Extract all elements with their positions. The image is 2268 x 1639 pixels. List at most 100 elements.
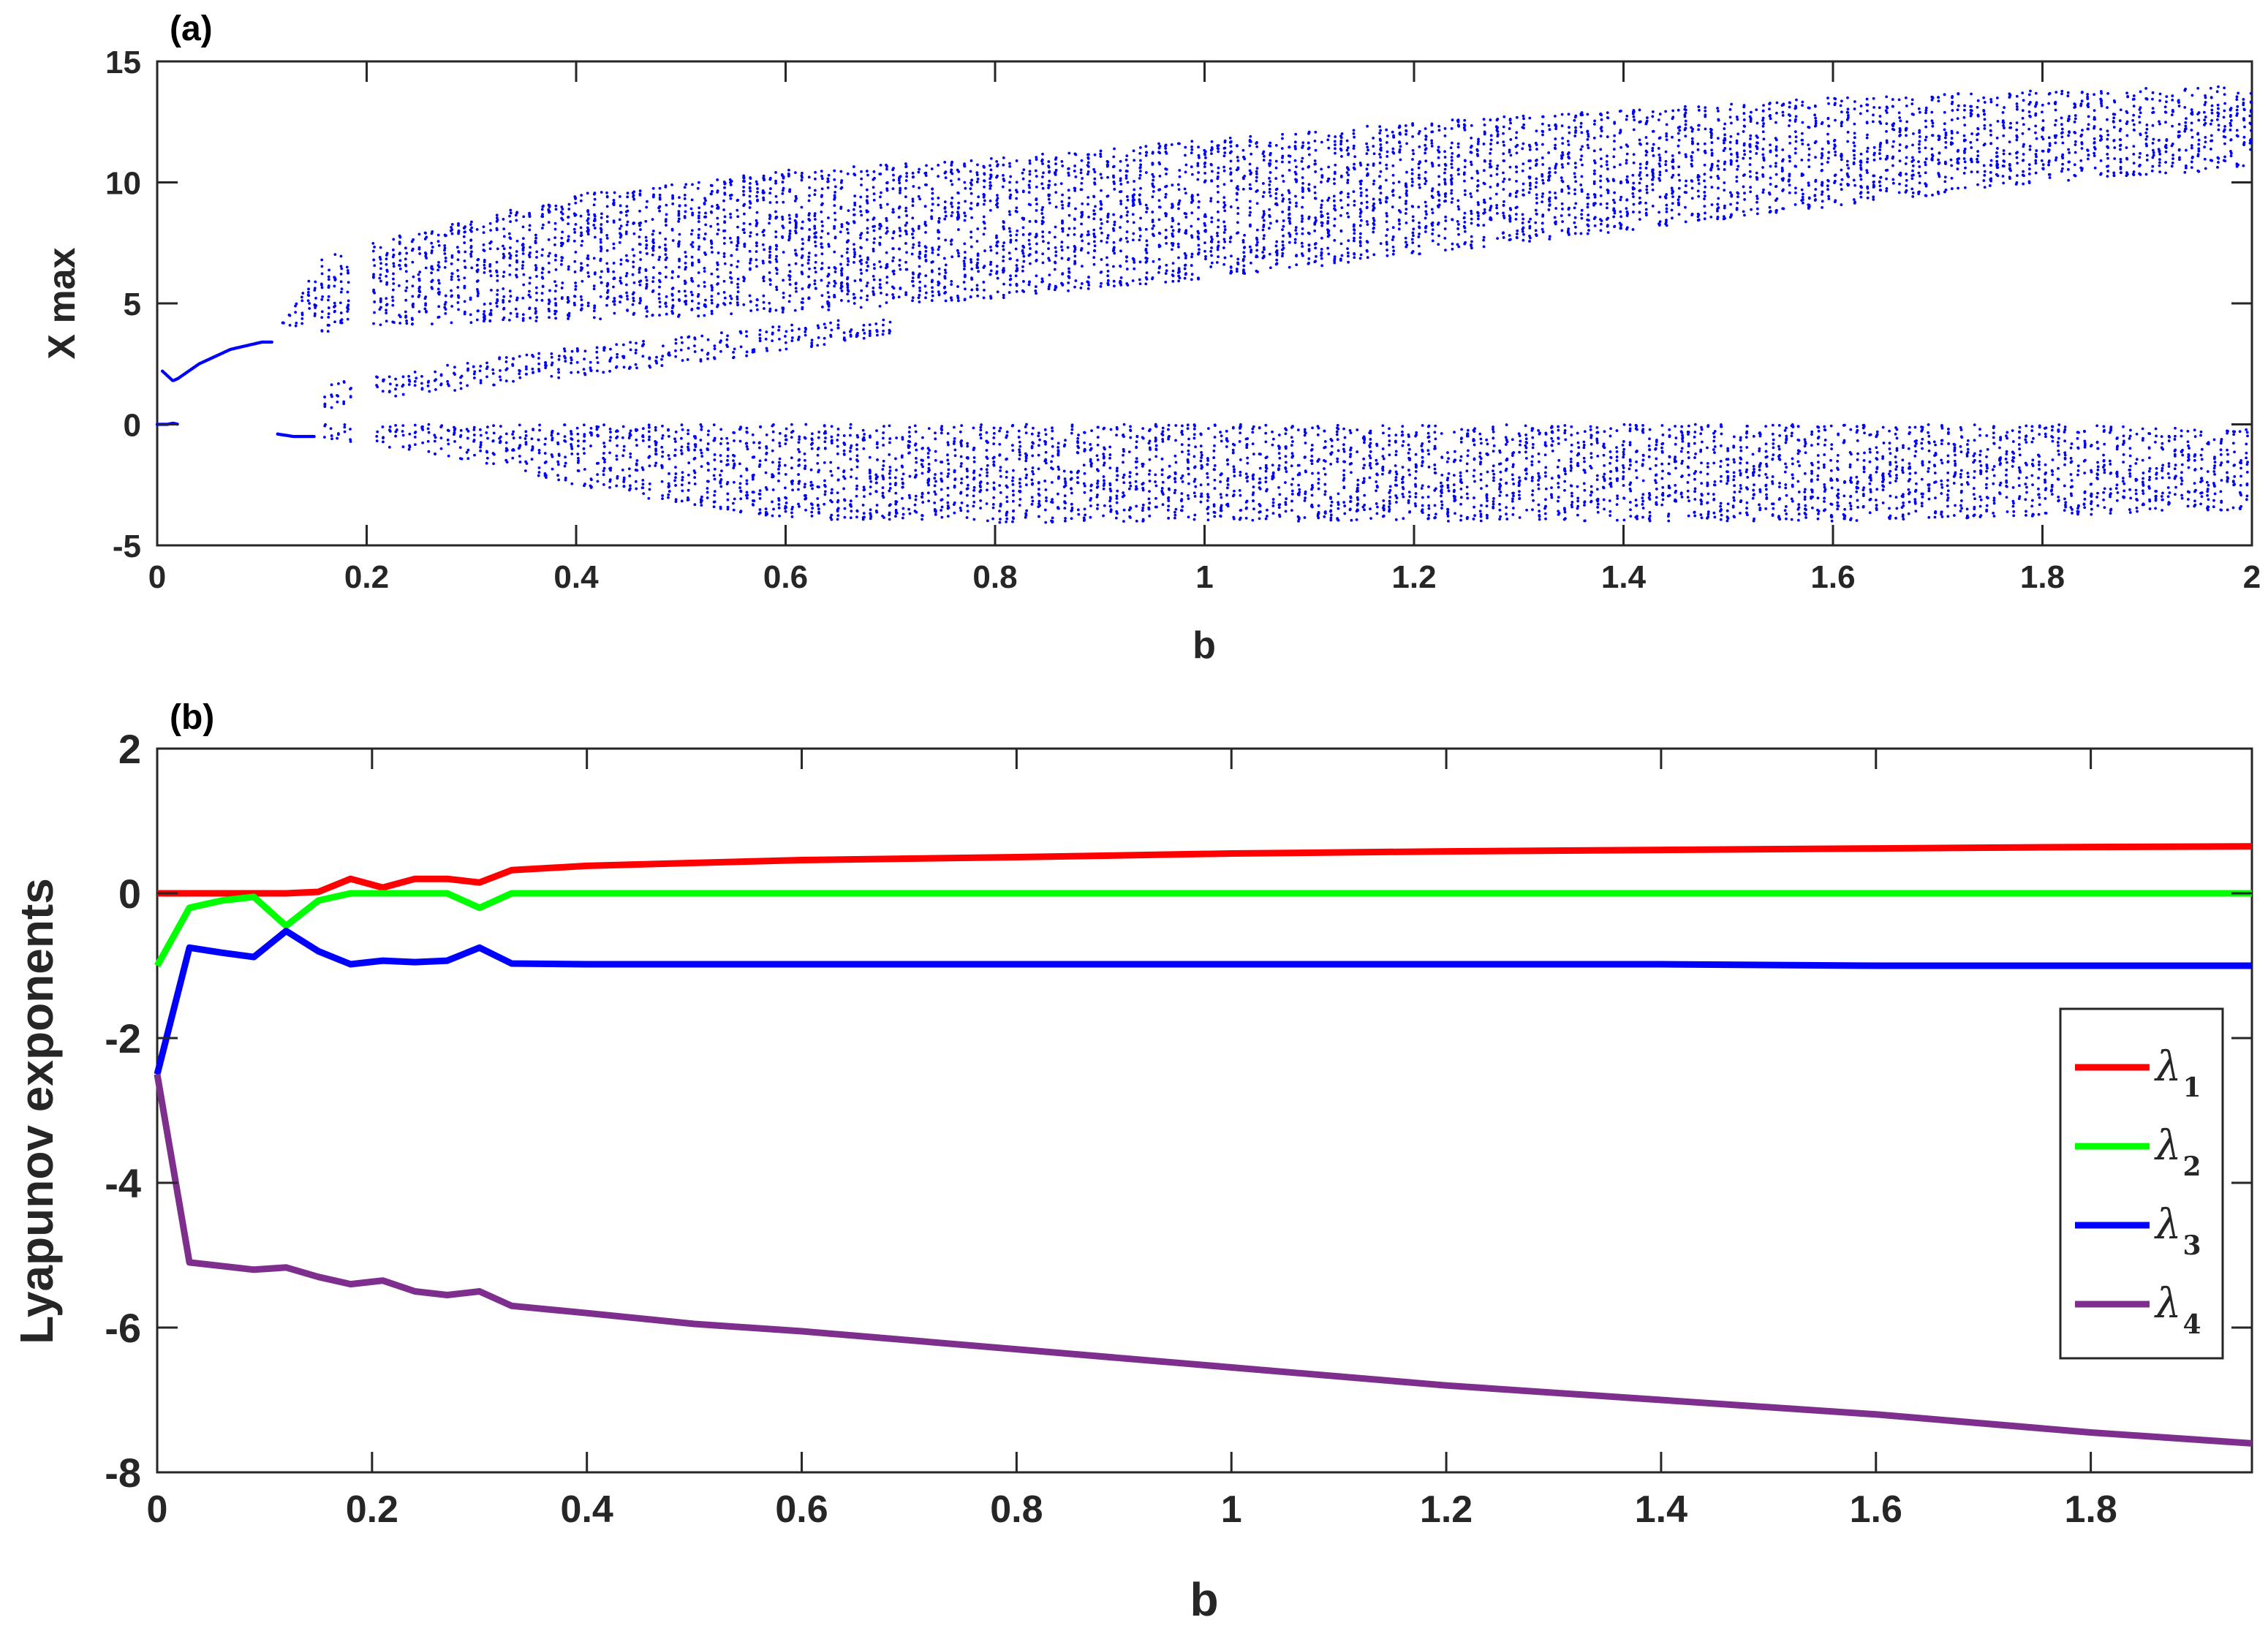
data-point bbox=[1685, 179, 1687, 183]
data-point bbox=[677, 213, 681, 217]
data-point bbox=[1658, 164, 1662, 168]
data-point bbox=[1475, 189, 1479, 192]
data-point bbox=[1437, 129, 1441, 132]
data-point bbox=[1124, 158, 1128, 162]
data-point bbox=[996, 164, 999, 168]
data-point bbox=[1677, 186, 1681, 190]
data-point bbox=[502, 247, 506, 251]
data-point bbox=[436, 240, 440, 243]
data-point bbox=[833, 295, 836, 298]
data-point bbox=[975, 240, 979, 243]
data-point bbox=[1801, 104, 1804, 107]
data-point bbox=[1184, 254, 1187, 257]
data-point bbox=[1489, 197, 1492, 200]
data-point bbox=[827, 308, 831, 311]
data-point bbox=[624, 274, 628, 278]
data-point bbox=[1158, 265, 1162, 268]
data-point bbox=[1469, 192, 1473, 195]
data-point bbox=[1112, 155, 1116, 159]
data-point bbox=[1353, 200, 1356, 203]
data-point bbox=[1665, 132, 1668, 135]
data-point bbox=[1625, 226, 1629, 230]
data-point bbox=[950, 279, 953, 283]
data-point bbox=[1171, 219, 1175, 222]
data-point bbox=[1177, 279, 1181, 283]
data-point bbox=[1781, 148, 1785, 151]
data-point bbox=[1014, 274, 1018, 278]
data-point bbox=[1483, 131, 1486, 135]
data-point bbox=[1775, 101, 1779, 105]
data-point bbox=[711, 189, 714, 193]
data-point bbox=[1228, 140, 1232, 144]
data-point bbox=[1651, 188, 1655, 192]
data-point bbox=[1749, 186, 1753, 189]
data-point bbox=[593, 227, 597, 230]
data-point bbox=[1802, 192, 1804, 196]
data-point bbox=[1489, 148, 1493, 151]
data-point bbox=[1197, 154, 1201, 157]
data-point bbox=[697, 248, 700, 251]
data-point bbox=[1450, 162, 1454, 166]
data-point bbox=[1496, 237, 1499, 240]
data-point bbox=[553, 297, 557, 300]
data-point bbox=[1502, 152, 1505, 156]
data-point bbox=[703, 238, 706, 241]
data-point bbox=[612, 277, 616, 281]
data-point bbox=[1574, 180, 1578, 183]
data-point bbox=[1482, 181, 1486, 185]
data-point bbox=[1022, 280, 1025, 283]
data-point bbox=[294, 304, 297, 308]
data-point bbox=[833, 284, 836, 288]
data-point bbox=[942, 286, 946, 289]
data-point bbox=[904, 224, 907, 227]
data-point bbox=[1664, 150, 1668, 154]
data-point bbox=[1358, 236, 1362, 239]
data-point bbox=[618, 227, 621, 230]
data-point bbox=[931, 251, 934, 254]
data-point bbox=[1131, 204, 1135, 208]
data-point bbox=[794, 282, 798, 286]
data-point bbox=[1171, 279, 1175, 283]
data-point bbox=[521, 252, 525, 255]
data-point bbox=[541, 284, 545, 288]
data-point bbox=[671, 239, 675, 242]
data-point bbox=[412, 275, 415, 279]
data-point bbox=[1489, 159, 1492, 163]
data-point bbox=[1730, 194, 1734, 198]
data-point bbox=[1561, 207, 1564, 211]
data-point bbox=[1489, 138, 1493, 142]
data-point bbox=[1404, 212, 1407, 215]
data-point bbox=[1152, 260, 1155, 263]
data-point bbox=[1568, 206, 1570, 210]
data-point bbox=[1385, 178, 1388, 182]
data-point bbox=[593, 272, 597, 276]
data-point bbox=[1353, 167, 1356, 171]
data-point bbox=[865, 298, 869, 302]
data-point bbox=[1391, 194, 1395, 197]
data-point bbox=[1410, 177, 1414, 181]
data-point bbox=[1301, 227, 1304, 230]
data-point bbox=[1769, 176, 1772, 180]
data-point bbox=[703, 251, 706, 254]
data-point bbox=[528, 306, 532, 310]
data-point bbox=[1165, 173, 1168, 175]
data-point bbox=[736, 286, 740, 289]
data-point bbox=[502, 252, 505, 256]
data-point bbox=[1573, 188, 1576, 192]
data-point bbox=[1691, 141, 1694, 145]
data-point bbox=[1326, 212, 1329, 216]
data-point bbox=[683, 193, 687, 197]
data-point bbox=[976, 258, 980, 261]
data-point bbox=[665, 256, 668, 260]
data-point bbox=[553, 243, 556, 246]
data-point bbox=[775, 288, 779, 292]
data-point bbox=[1196, 193, 1200, 197]
data-point bbox=[1782, 103, 1785, 107]
data-point bbox=[1425, 213, 1428, 216]
data-point bbox=[1535, 159, 1538, 162]
data-point bbox=[632, 254, 636, 257]
data-point bbox=[1529, 217, 1532, 221]
data-point bbox=[1313, 197, 1317, 200]
panel-a-bifurcation: (a) 0 0.2 0.4 0.6 0.8 1 1.2 1.4 1.6 1.8 2 -5051015… bbox=[41, 10, 2261, 667]
data-point bbox=[885, 167, 888, 171]
